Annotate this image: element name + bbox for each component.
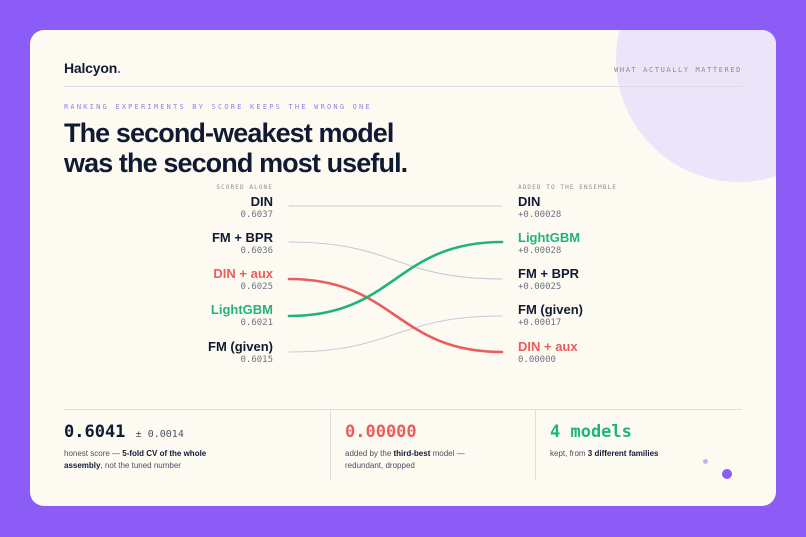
left-model-label: DIN + aux [213, 266, 273, 281]
stat-separator [535, 410, 536, 480]
left-model-label: FM + BPR [211, 230, 273, 245]
header-divider [64, 86, 742, 87]
right-model-gain: +0.00017 [518, 318, 562, 328]
left-model-score: 0.6015 [240, 355, 273, 365]
slope-diagram [287, 205, 504, 354]
kicker: RANKING EXPERIMENTS BY SCORE KEEPS THE W… [64, 103, 372, 111]
right-model-label: DIN + aux [518, 339, 578, 354]
right-model-gain: +0.00028 [518, 210, 562, 220]
left-column-header: SCORED ALONE [216, 184, 273, 191]
stat-separator [330, 410, 331, 480]
stat-caption: added by the third-best model — redundan… [345, 449, 465, 470]
stat-value: 0.00000 [345, 422, 417, 442]
stat-value: 0.6041 ± 0.0014 [64, 422, 184, 442]
right-model-label: LightGBM [518, 230, 581, 245]
main-card: Halcyon. WHAT ACTUALLY MATTERED RANKING … [30, 30, 776, 506]
decorative-dot [722, 469, 732, 479]
headline-line-2: was the second most useful. [64, 148, 408, 178]
stats-divider [64, 409, 742, 410]
left-model-label: DIN [250, 194, 273, 209]
right-column-header: ADDED TO THE ENSEMBLE [518, 184, 617, 191]
stat-models-kept: 4 models kept, from 3 different families [550, 422, 720, 460]
left-model-score: 0.6025 [240, 282, 273, 292]
stat-third-best: 0.00000 added by the third-best model — … [345, 422, 480, 472]
right-model-label: FM + BPR [518, 266, 580, 281]
link [288, 315, 503, 353]
stat-value: 4 models [550, 422, 632, 442]
right-model-gain: 0.00000 [518, 355, 556, 365]
decorative-dot [703, 459, 708, 464]
headline-line-1: The second-weakest model [64, 118, 394, 148]
right-model-gain: +0.00025 [518, 282, 562, 292]
brand-logo[interactable]: Halcyon. [64, 60, 121, 76]
highlighted-link [287, 277, 504, 354]
headline: The second-weakest model was the second … [64, 118, 408, 178]
highlighted-link [287, 240, 504, 318]
right-model-label: FM (given) [518, 302, 583, 317]
left-model-label: FM (given) [208, 339, 273, 354]
link [288, 241, 503, 280]
left-model-score: 0.6021 [240, 318, 273, 328]
right-model-gain: +0.00028 [518, 246, 562, 256]
stat-caption: kept, from 3 different families [550, 449, 659, 458]
stat-honest-score: 0.6041 ± 0.0014 honest score — 5-fold CV… [64, 422, 214, 472]
left-model-label: LightGBM [210, 302, 273, 317]
stat-caption: honest score — 5-fold CV of the whole as… [64, 449, 207, 470]
corner-label: WHAT ACTUALLY MATTERED [614, 66, 742, 74]
left-model-score: 0.6037 [240, 210, 273, 220]
left-model-score: 0.6036 [240, 246, 273, 256]
right-model-label: DIN [518, 194, 541, 209]
